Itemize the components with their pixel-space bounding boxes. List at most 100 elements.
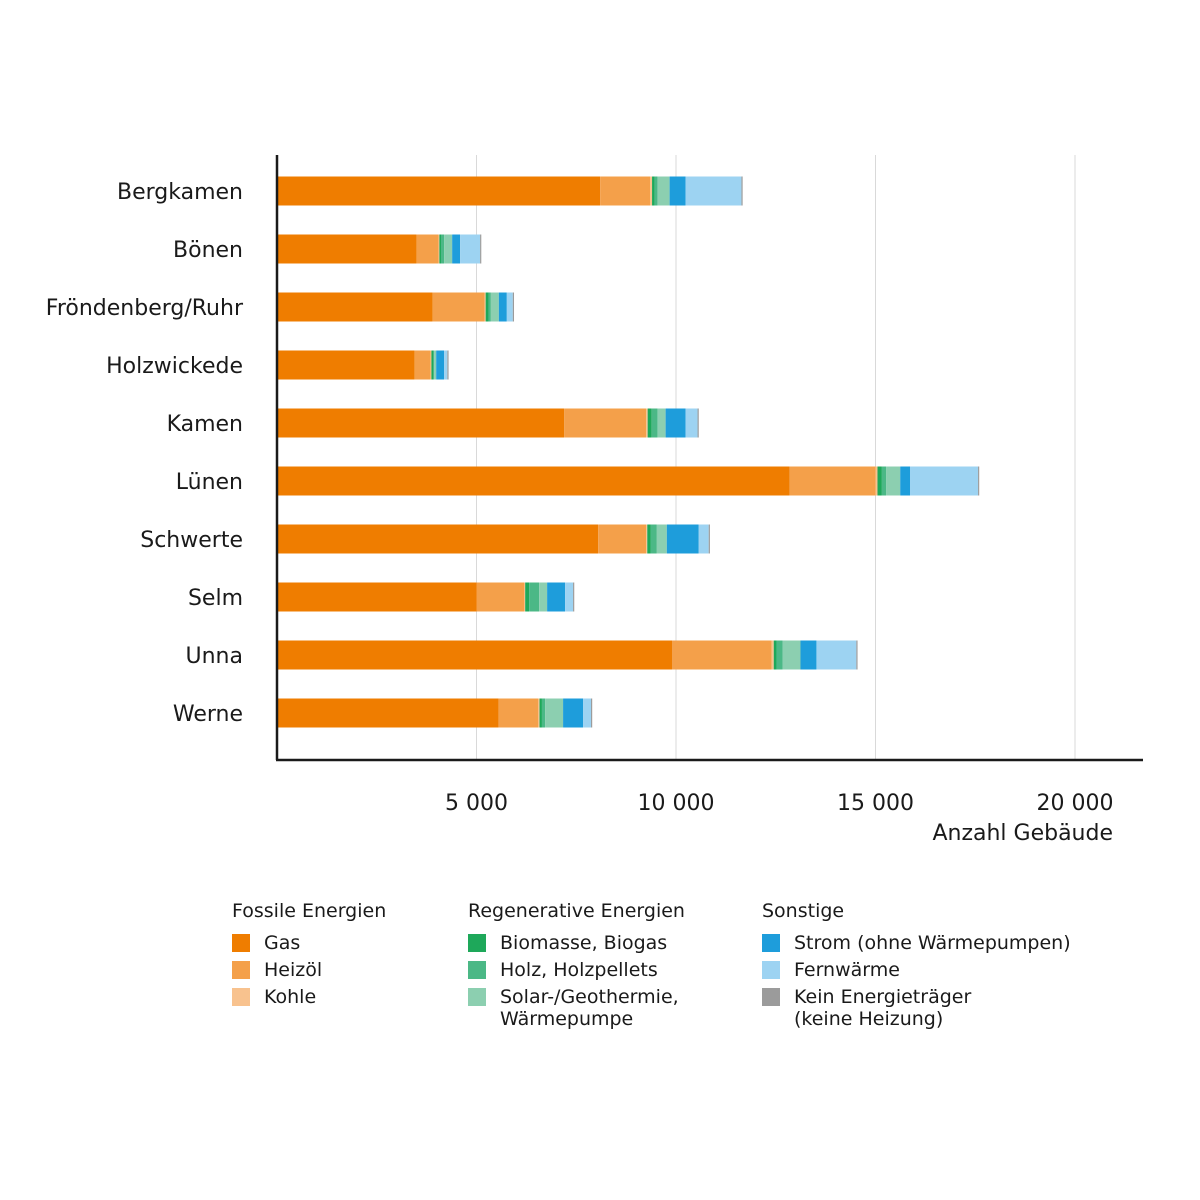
bar-segment-fr-ndenberg-ruhr-0 bbox=[277, 292, 433, 322]
legend-item: Gas bbox=[232, 932, 386, 954]
category-labels: Bergkamen Bönen Fröndenberg/Ruhr Holzwicked… bbox=[46, 180, 244, 727]
category-label: Bönen bbox=[173, 238, 243, 263]
category-label: Kamen bbox=[167, 412, 243, 437]
legend-swatch bbox=[468, 988, 486, 1006]
bar-segment-l-nen-5 bbox=[886, 466, 901, 496]
bar-segment-werne-4 bbox=[541, 698, 546, 728]
bar-segment-bergkamen-5 bbox=[657, 176, 670, 206]
bar-segment-b-nen-7 bbox=[460, 234, 481, 264]
x-tick-label: 5 000 bbox=[445, 791, 508, 816]
x-tick-label: 20 000 bbox=[1037, 791, 1114, 816]
legend-group-title: Sonstige bbox=[762, 900, 845, 922]
category-label: Lünen bbox=[176, 470, 243, 495]
bar-segment-selm-3 bbox=[525, 582, 530, 612]
legend-item: Kein Energieträger (keine Heizung) bbox=[762, 986, 1071, 1030]
bar-segment-schwerte-7 bbox=[698, 524, 709, 554]
bar-segment-kamen-1 bbox=[564, 408, 647, 438]
legend-item: Strom (ohne Wärmepumpen) bbox=[762, 932, 1071, 954]
bar-segment-werne-3 bbox=[539, 698, 542, 728]
axes bbox=[275, 155, 1143, 762]
bar-segment-l-nen-4 bbox=[881, 466, 887, 496]
bars bbox=[277, 176, 980, 728]
bar-segment-unna-2 bbox=[771, 640, 774, 670]
bar-segment-bergkamen-8 bbox=[741, 176, 743, 206]
bar-segment-schwerte-8 bbox=[708, 524, 710, 554]
legend-group-fossil: Fossile Energien Gas Heizöl Kohle bbox=[232, 900, 386, 1013]
bar-segment-schwerte-3 bbox=[647, 524, 651, 554]
bar-segment-holzwickede-7 bbox=[444, 350, 448, 380]
bar-segment-unna-6 bbox=[800, 640, 817, 670]
bar-segment-kamen-4 bbox=[651, 408, 658, 438]
bar-segment-werne-5 bbox=[545, 698, 564, 728]
bar-segment-bergkamen-3 bbox=[652, 176, 655, 206]
bar-segment-unna-0 bbox=[277, 640, 673, 670]
bar-segment-holzwickede-4 bbox=[433, 350, 435, 380]
bar-segment-kamen-5 bbox=[657, 408, 666, 438]
legend-swatch bbox=[762, 961, 780, 979]
legend-label: Heizöl bbox=[264, 959, 323, 981]
bar-segment-unna-7 bbox=[816, 640, 857, 670]
legend-swatch bbox=[762, 988, 780, 1006]
category-label: Selm bbox=[188, 586, 243, 611]
category-label: Schwerte bbox=[140, 528, 243, 553]
bar-segment-kamen-7 bbox=[685, 408, 698, 438]
bar-segment-unna-1 bbox=[672, 640, 772, 670]
legend-swatch bbox=[762, 934, 780, 952]
bar-segment-werne-8 bbox=[591, 698, 593, 728]
legend-item: Fernwärme bbox=[762, 959, 1071, 981]
legend-label: Strom (ohne Wärmepumpen) bbox=[794, 932, 1071, 954]
legend-swatch bbox=[232, 988, 250, 1006]
bar-segment-schwerte-0 bbox=[277, 524, 599, 554]
bar-segment-bergkamen-7 bbox=[685, 176, 742, 206]
bar-segment-fr-ndenberg-ruhr-2 bbox=[484, 292, 486, 322]
legend-label: Kein Energieträger (keine Heizung) bbox=[794, 986, 972, 1030]
bar-segment-l-nen-0 bbox=[277, 466, 790, 496]
tick-labels: 5 000 10 000 15 000 20 000 bbox=[445, 791, 1113, 816]
bar-segment-fr-ndenberg-ruhr-1 bbox=[432, 292, 485, 322]
legend-group-title: Regenerative Energien bbox=[468, 900, 685, 922]
bar-segment-bergkamen-1 bbox=[600, 176, 651, 206]
bar-segment-selm-4 bbox=[529, 582, 540, 612]
legend-item: Heizöl bbox=[232, 959, 386, 981]
legend-item: Biomasse, Biogas bbox=[468, 932, 685, 954]
bar-segment-kamen-2 bbox=[646, 408, 648, 438]
category-label: Unna bbox=[186, 644, 243, 669]
bar-segment-fr-ndenberg-ruhr-6 bbox=[498, 292, 507, 322]
bar-segment-fr-ndenberg-ruhr-5 bbox=[490, 292, 499, 322]
bar-segment-l-nen-7 bbox=[910, 466, 979, 496]
bar-segment-kamen-0 bbox=[277, 408, 565, 438]
legend-label: Biomasse, Biogas bbox=[500, 932, 668, 954]
legend-swatch bbox=[232, 934, 250, 952]
bar-segment-holzwickede-8 bbox=[447, 350, 449, 380]
legend-label: Holz, Holzpellets bbox=[500, 959, 658, 981]
bar-segment-b-nen-3 bbox=[439, 234, 441, 264]
bar-segment-holzwickede-5 bbox=[434, 350, 437, 380]
bar-segment-b-nen-2 bbox=[438, 234, 440, 264]
bar-segment-b-nen-6 bbox=[452, 234, 461, 264]
x-tick-label: 15 000 bbox=[837, 791, 914, 816]
bar-segment-fr-ndenberg-ruhr-3 bbox=[485, 292, 489, 322]
bar-segment-selm-2 bbox=[524, 582, 526, 612]
bar-segment-kamen-6 bbox=[665, 408, 686, 438]
legend-item: Solar-/Geothermie, Wärmepumpe bbox=[468, 986, 685, 1030]
legend-label: Fernwärme bbox=[794, 959, 900, 981]
bar-segment-werne-7 bbox=[583, 698, 592, 728]
bar-segment-selm-7 bbox=[565, 582, 574, 612]
bar-segment-l-nen-3 bbox=[877, 466, 882, 496]
bar-segment-fr-ndenberg-ruhr-8 bbox=[512, 292, 515, 322]
bar-segment-werne-6 bbox=[563, 698, 584, 728]
bar-segment-holzwickede-6 bbox=[436, 350, 445, 380]
bar-segment-b-nen-5 bbox=[444, 234, 453, 264]
bar-segment-selm-5 bbox=[539, 582, 548, 612]
legend-label: Gas bbox=[264, 932, 301, 954]
bar-segment-holzwickede-0 bbox=[277, 350, 415, 380]
legend-group-renewable: Regenerative Energien Biomasse, Biogas Ho… bbox=[468, 900, 685, 1035]
bar-segment-fr-ndenberg-ruhr-7 bbox=[506, 292, 513, 322]
legend-label: Kohle bbox=[264, 986, 317, 1008]
x-tick-label: 10 000 bbox=[638, 791, 715, 816]
bar-segment-unna-5 bbox=[782, 640, 801, 670]
legend-swatch bbox=[468, 934, 486, 952]
bar-segment-schwerte-5 bbox=[656, 524, 667, 554]
category-label: Bergkamen bbox=[117, 180, 243, 205]
